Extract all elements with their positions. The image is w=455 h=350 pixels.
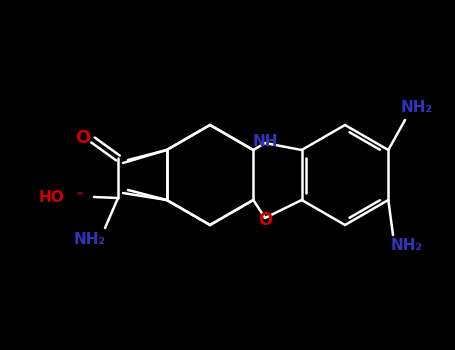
Text: –: –	[76, 188, 82, 201]
Text: NH₂: NH₂	[391, 238, 423, 252]
Text: NH₂: NH₂	[74, 232, 106, 247]
Text: O: O	[76, 129, 91, 147]
Text: HO: HO	[38, 189, 64, 204]
Text: O: O	[258, 211, 272, 229]
Text: NH₂: NH₂	[401, 100, 433, 116]
Text: NH: NH	[252, 133, 278, 148]
